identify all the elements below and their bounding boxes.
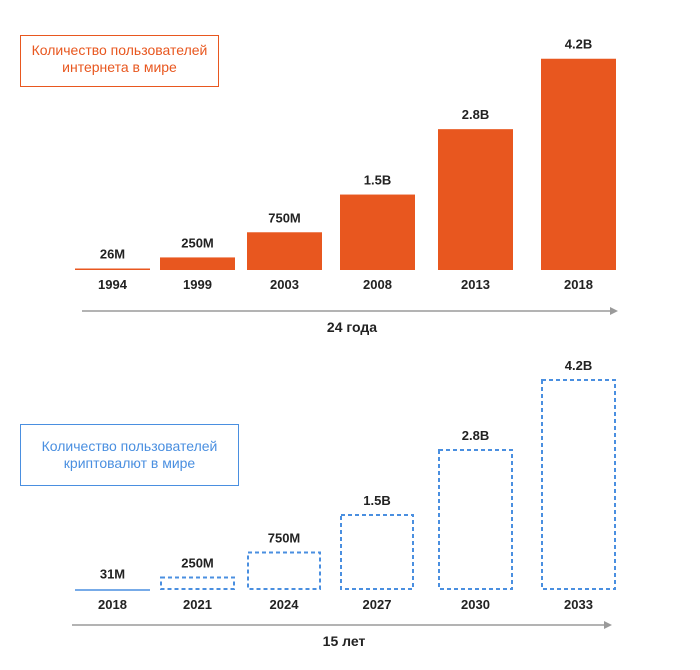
crypto-bar-2030 [438,449,513,590]
crypto-year-label-2024: 2024 [270,597,300,612]
crypto-title-line-2: криптовалют в мире [63,455,196,471]
crypto-span-label: 15 лет [323,633,366,649]
internet-value-label-1999: 250M [181,235,214,250]
internet-value-label-2013: 2.8B [462,107,489,122]
crypto-bar-2021 [160,576,235,590]
internet-title-line-2: интернета в мире [62,59,177,75]
internet-value-label-2008: 1.5B [364,173,391,188]
internet-bar-1999 [160,257,235,270]
internet-year-label-2003: 2003 [270,277,299,292]
crypto-arrow-icon [604,621,612,629]
internet-year-label-1994: 1994 [98,277,128,292]
internet-value-label-2018: 4.2B [565,37,592,52]
crypto-value-label-2018: 31M [100,566,125,581]
crypto-year-label-2018: 2018 [98,597,127,612]
crypto-year-label-2033: 2033 [564,597,593,612]
internet-value-label-2003: 750M [268,210,301,225]
internet-bar-2018 [541,58,616,270]
crypto-bar-2027 [340,514,414,590]
internet-year-label-2018: 2018 [564,277,593,292]
internet-arrow-icon [610,307,618,315]
internet-year-label-2013: 2013 [461,277,490,292]
crypto-year-label-2027: 2027 [363,597,392,612]
crypto-value-label-2027: 1.5B [363,493,390,508]
crypto-year-label-2021: 2021 [183,597,212,612]
crypto-users-chart: 31M 2018 250M 2021 750M 2024 1.5B 2027 2.8B 2030 4… [72,358,616,649]
internet-span-label: 24 года [327,319,377,335]
internet-title-line-1: Количество пользователей [31,42,208,58]
internet-bar-1994 [75,268,150,270]
crypto-value-label-2024: 750M [268,531,301,546]
internet-bar-2003 [247,232,322,270]
internet-value-label-1994: 26M [100,247,125,262]
internet-year-label-1999: 1999 [183,277,212,292]
internet-year-label-2008: 2008 [363,277,392,292]
internet-bar-2013 [438,129,513,270]
internet-bar-2008 [340,194,415,270]
crypto-chart-title: Количество пользователей криптовалют в м… [20,424,239,486]
crypto-title-line-1: Количество пользователей [41,438,218,454]
internet-chart-title: Количество пользователей интернета в мир… [20,35,219,87]
internet-users-chart: 26M 1994 250M 1999 750M 2003 1.5B 2008 2.8B 2013 4… [75,37,618,335]
crypto-year-label-2030: 2030 [461,597,490,612]
crypto-bar-2033 [541,379,616,590]
crypto-bar-2024 [247,551,321,590]
crypto-value-label-2021: 250M [181,556,214,571]
crypto-value-label-2033: 4.2B [565,358,592,373]
crypto-value-label-2030: 2.8B [462,428,489,443]
